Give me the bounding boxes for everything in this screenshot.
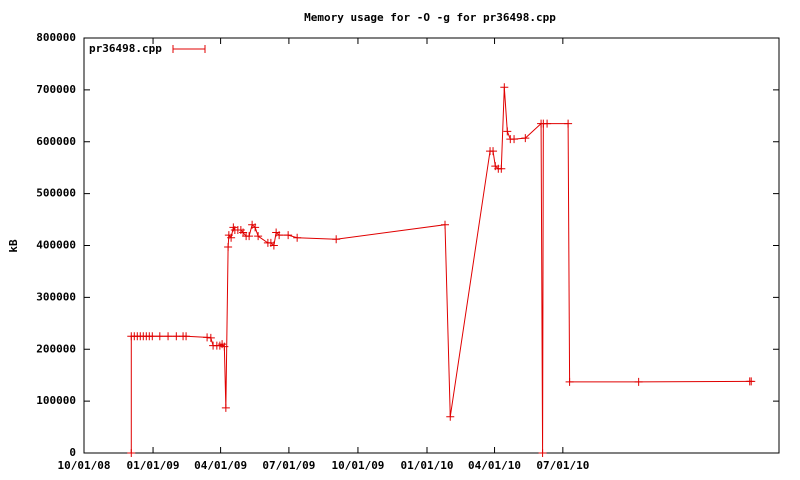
plot-border xyxy=(83,37,780,454)
point xyxy=(497,164,506,173)
point xyxy=(224,243,233,252)
point xyxy=(155,332,164,341)
point xyxy=(172,332,181,341)
point xyxy=(510,135,519,144)
x-tick-label: 10/01/09 xyxy=(331,459,384,472)
point xyxy=(747,377,756,386)
point xyxy=(564,119,573,128)
y-tick-label: 0 xyxy=(69,446,76,459)
y-tick-label: 500000 xyxy=(36,187,76,200)
point xyxy=(206,333,215,342)
y-tick-label: 600000 xyxy=(36,135,76,148)
x-tick-label: 01/01/10 xyxy=(401,459,454,472)
point xyxy=(275,231,284,240)
point xyxy=(543,119,552,128)
y-tick-label: 800000 xyxy=(36,31,76,44)
point xyxy=(245,232,254,241)
point xyxy=(538,449,547,457)
x-tick-label: 07/01/09 xyxy=(262,459,315,472)
y-tick-label: 300000 xyxy=(36,290,76,303)
point xyxy=(254,232,263,241)
point xyxy=(269,241,278,250)
point xyxy=(503,127,512,136)
x-tick-label: 04/01/09 xyxy=(194,459,247,472)
point xyxy=(227,233,236,242)
point xyxy=(284,231,293,240)
point xyxy=(164,332,173,341)
point xyxy=(500,83,509,92)
point xyxy=(489,147,498,156)
point xyxy=(221,403,230,412)
x-tick-label: 07/01/10 xyxy=(536,459,589,472)
x-tick-label: 01/01/09 xyxy=(127,459,180,472)
x-tick-label: 04/01/10 xyxy=(468,459,521,472)
point xyxy=(203,333,212,342)
point xyxy=(441,220,450,229)
legend-label: pr36498.cpp xyxy=(89,42,162,55)
y-tick-label: 400000 xyxy=(36,239,76,252)
point xyxy=(634,377,643,386)
legend-swatch xyxy=(172,45,206,53)
point xyxy=(127,449,136,457)
chart-title: Memory usage for -O -g for pr36498.cpp xyxy=(304,11,556,24)
y-tick-label: 200000 xyxy=(36,342,76,355)
point xyxy=(521,134,530,143)
x-tick-label: 10/01/08 xyxy=(58,459,111,472)
point xyxy=(565,377,574,386)
point xyxy=(332,235,341,244)
point xyxy=(220,342,229,351)
y-tick-label: 700000 xyxy=(36,83,76,96)
point xyxy=(182,332,191,341)
y-axis-label: kB xyxy=(7,239,20,253)
point xyxy=(446,412,455,421)
y-tick-label: 100000 xyxy=(36,394,76,407)
point xyxy=(251,223,260,232)
point xyxy=(293,233,302,242)
line xyxy=(130,87,752,454)
point xyxy=(148,332,157,341)
